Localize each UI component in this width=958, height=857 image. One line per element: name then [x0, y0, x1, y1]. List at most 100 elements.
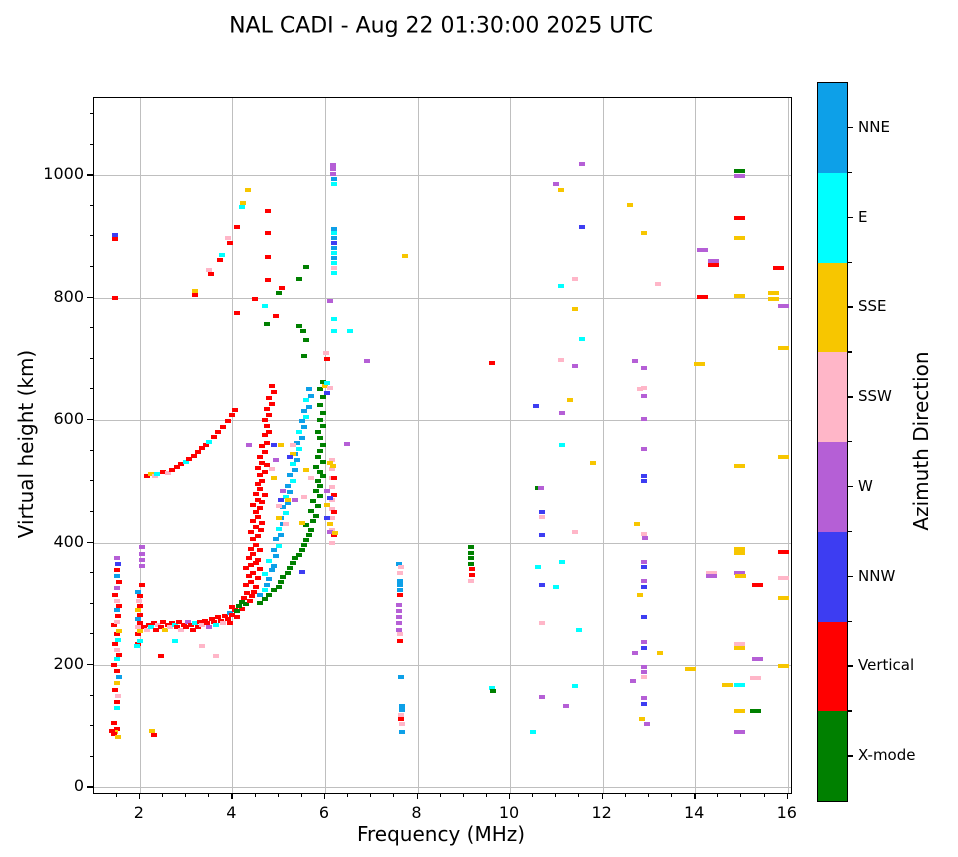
y-tick-label: 600: [53, 409, 84, 429]
data-point: [166, 625, 173, 630]
y-minor-tick: [89, 633, 93, 635]
data-point: [641, 560, 648, 565]
data-point: [328, 540, 335, 545]
y-minor-tick: [89, 449, 93, 451]
data-point: [113, 574, 120, 579]
data-point: [245, 442, 252, 447]
x-minor-tick: [208, 793, 210, 797]
data-point: [328, 485, 335, 490]
data-point: [317, 494, 324, 499]
data-point: [576, 627, 583, 632]
data-point: [539, 514, 546, 519]
data-point: [215, 615, 222, 620]
data-point: [264, 230, 271, 235]
data-point: [259, 500, 266, 505]
data-point: [733, 168, 745, 173]
data-point: [299, 329, 306, 334]
data-point: [246, 598, 253, 603]
x-minor-tick: [671, 793, 673, 797]
data-point: [134, 641, 141, 646]
data-point: [578, 162, 585, 167]
data-point: [331, 230, 338, 235]
data-point: [319, 424, 326, 429]
data-point: [113, 555, 120, 560]
colorbar-tick: [848, 216, 853, 219]
colorbar-label-nnw: NNW: [858, 566, 896, 585]
data-point: [331, 509, 338, 514]
data-point: [777, 664, 789, 669]
y-tick-label: 0: [73, 776, 84, 796]
data-point: [268, 402, 275, 407]
data-point: [308, 393, 315, 398]
data-point: [331, 182, 338, 187]
colorbar-label-w: W: [858, 476, 873, 495]
x-major-tick: [138, 793, 141, 800]
data-point: [395, 627, 402, 632]
data-point: [330, 464, 337, 468]
data-point: [708, 258, 720, 263]
data-point: [332, 531, 339, 536]
data-point: [467, 550, 474, 555]
data-point: [240, 595, 247, 600]
data-point: [194, 449, 201, 454]
data-point: [157, 625, 164, 630]
data-point: [259, 460, 266, 465]
gridline-vertical: [695, 98, 697, 793]
y-minor-tick: [89, 357, 93, 359]
data-point: [203, 442, 209, 447]
data-point: [331, 476, 338, 481]
data-point: [571, 529, 578, 534]
data-point: [298, 520, 305, 525]
data-point: [331, 271, 338, 276]
data-point: [264, 407, 271, 412]
data-point: [244, 187, 251, 192]
data-point: [643, 721, 650, 726]
data-point: [136, 604, 143, 609]
data-point: [192, 621, 199, 626]
data-point: [271, 563, 278, 568]
x-minor-tick: [370, 793, 372, 797]
data-point: [777, 549, 789, 554]
data-point: [302, 338, 309, 343]
data-point: [557, 187, 564, 192]
data-point: [148, 471, 155, 476]
data-point: [257, 506, 264, 511]
data-point: [203, 621, 210, 626]
data-point: [136, 628, 143, 633]
data-point: [324, 488, 331, 493]
data-point: [571, 277, 578, 282]
colorbar-boundary-tick: [848, 171, 852, 174]
data-point: [303, 415, 310, 420]
data-point: [397, 588, 404, 593]
data-point: [115, 653, 122, 658]
data-point: [331, 329, 338, 334]
data-point: [261, 596, 268, 601]
data-point: [733, 174, 745, 179]
data-point: [113, 656, 120, 661]
data-point: [398, 708, 405, 713]
data-point: [250, 537, 257, 542]
data-point: [641, 565, 648, 570]
data-point: [275, 584, 282, 589]
data-point: [326, 529, 333, 534]
data-point: [632, 650, 639, 655]
data-point: [330, 162, 337, 167]
data-point: [186, 457, 193, 462]
data-point: [251, 296, 258, 301]
data-point: [220, 621, 227, 626]
data-point: [489, 688, 496, 693]
data-point: [641, 579, 648, 584]
x-minor-tick: [485, 793, 487, 797]
data-point: [305, 533, 312, 538]
data-point: [111, 233, 118, 238]
x-major-tick: [694, 793, 696, 800]
data-point: [183, 459, 190, 464]
data-point: [539, 533, 546, 538]
data-point: [113, 647, 120, 652]
data-point: [641, 696, 648, 701]
data-point: [115, 604, 122, 609]
data-point: [252, 525, 259, 530]
data-point: [641, 665, 648, 670]
data-point: [301, 543, 308, 547]
data-point: [777, 345, 789, 350]
